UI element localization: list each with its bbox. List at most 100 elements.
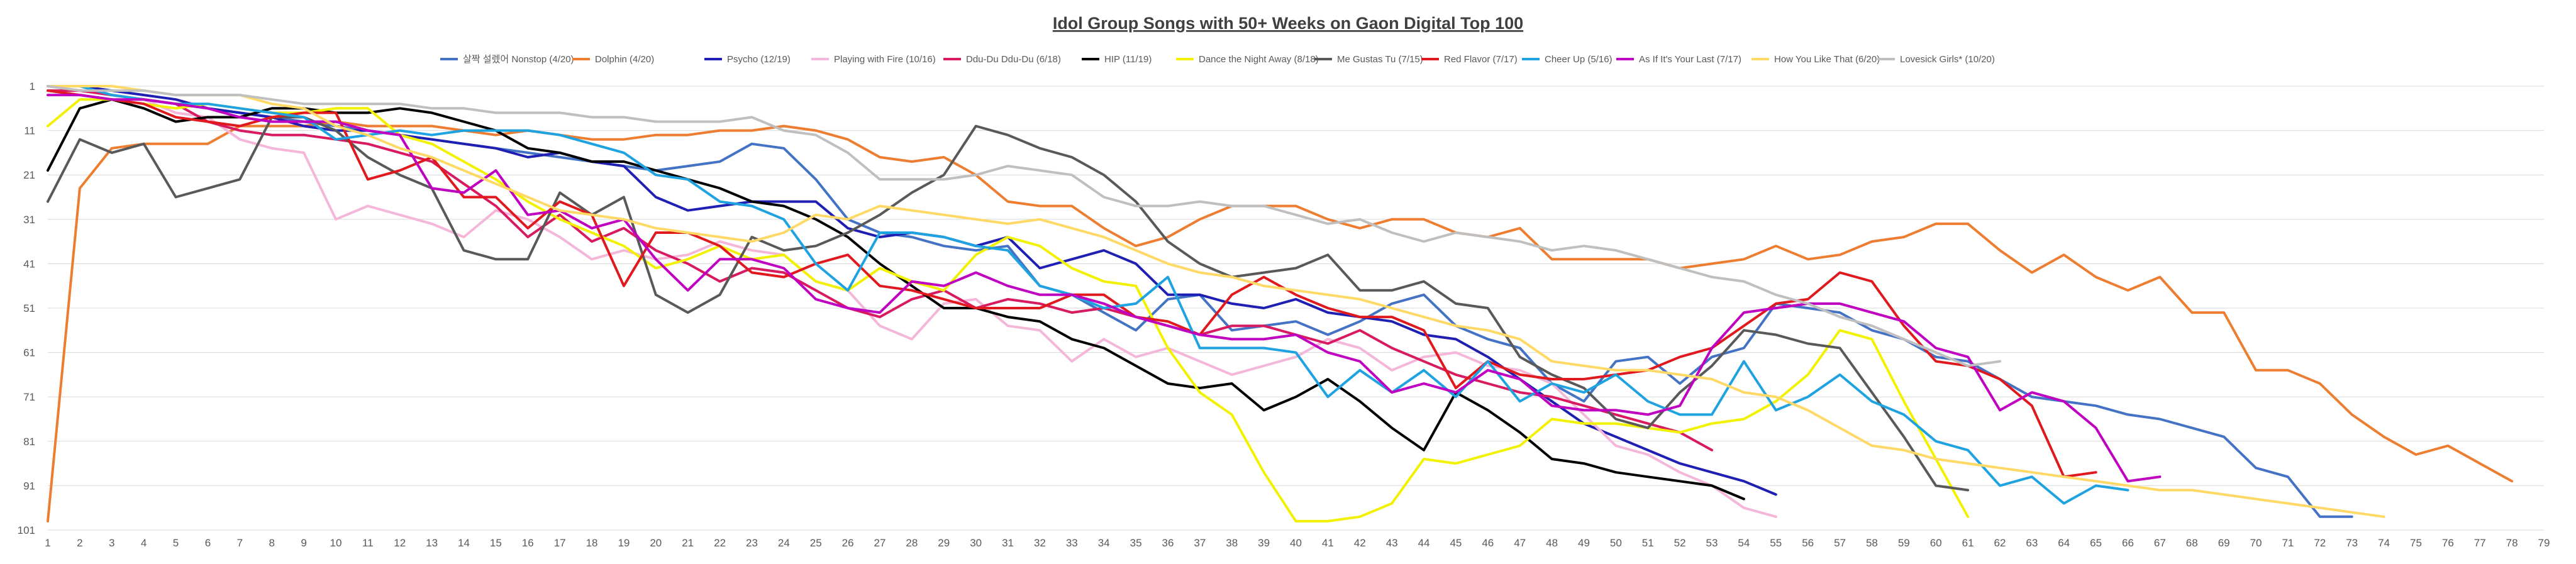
series-line-9 [47,85,2129,505]
x-tick-label: 23 [746,537,758,549]
x-tick-label: 39 [1258,537,1270,549]
legend-entry: Red Flavor (7/17) [1444,54,1518,65]
legend-entry: Lovesick Girls* (10/20) [1900,54,1995,65]
x-tick-label: 6 [205,537,211,549]
x-tick-label: 3 [109,537,114,549]
series-lines [47,85,2514,523]
x-tick-label: 18 [586,537,598,549]
x-tick-label: 78 [2506,537,2518,549]
x-tick-label: 41 [1322,537,1334,549]
x-tick-label: 52 [1674,537,1686,549]
x-tick-label: 65 [2090,537,2102,549]
x-tick-label: 5 [173,537,179,549]
x-tick-label: 37 [1194,537,1206,549]
legend-entry: Dance the Night Away (8/18) [1199,54,1319,65]
y-tick-label: 1 [30,80,35,92]
x-tick-label: 74 [2378,537,2390,549]
x-tick-label: 55 [1770,537,1782,549]
x-tick-label: 15 [490,537,502,549]
x-tick-label: 26 [842,537,854,549]
x-tick-label: 67 [2154,537,2166,549]
x-tick-label: 53 [1706,537,1718,549]
legend-entry: Ddu-Du Ddu-Du (6/18) [966,54,1061,65]
x-tick-label: 54 [1738,537,1750,549]
x-tick-label: 19 [618,537,630,549]
x-tick-label: 21 [682,537,694,549]
x-tick-label: 72 [2314,537,2326,549]
x-tick-label: 28 [906,537,918,549]
y-tick-label: 31 [23,214,35,226]
x-tick-label: 20 [650,537,662,549]
x-tick-label: 63 [2026,537,2038,549]
x-tick-label: 51 [1642,537,1654,549]
y-tick-label: 101 [18,524,35,536]
legend-entry: HIP (11/19) [1104,54,1152,65]
series-line-12 [47,85,2001,367]
legend-entry: Dolphin (4/20) [595,54,654,65]
x-tick-label: 68 [2186,537,2198,549]
series-line-7 [47,116,1970,492]
legend-entry: Psycho (12/19) [727,54,791,65]
series-line-11 [47,85,2385,518]
x-tick-label: 58 [1866,537,1878,549]
x-tick-label: 47 [1514,537,1526,549]
x-tick-label: 34 [1098,537,1110,549]
x-tick-label: 45 [1450,537,1462,549]
legend: 살짝 설렜어 Nonstop (4/20) Dolphin (4/20) Psych… [440,54,1995,65]
series-line-1 [47,120,2514,523]
x-tick-label: 27 [874,537,886,549]
x-tick-label: 42 [1354,537,1366,549]
x-tick-label: 10 [330,537,342,549]
x-tick-label: 13 [426,537,438,549]
y-tick-label: 51 [23,302,35,314]
x-tick-label: 8 [269,537,274,549]
x-tick-label: 76 [2442,537,2454,549]
x-tick-label: 9 [301,537,306,549]
x-tick-label: 46 [1482,537,1494,549]
series-line-3 [47,85,1777,518]
x-tick-label: 33 [1066,537,1078,549]
x-tick-label: 69 [2218,537,2230,549]
y-tick-label: 71 [23,391,35,403]
y-tick-label: 21 [23,169,35,181]
x-tick-label: 1 [45,537,50,549]
x-tick-label: 77 [2474,537,2486,549]
x-tick-label: 43 [1386,537,1398,549]
legend-entry: As If It's Your Last (7/17) [1639,54,1741,65]
x-tick-label: 4 [141,537,147,549]
x-tick-label: 36 [1162,537,1174,549]
x-tick-label: 32 [1034,537,1046,549]
x-tick-label: 38 [1226,537,1238,549]
x-tick-label: 75 [2410,537,2422,549]
legend-entry: Me Gustas Tu (7/15) [1337,54,1423,65]
x-tick-label: 12 [394,537,406,549]
x-tick-label: 56 [1802,537,1814,549]
x-tick-label: 50 [1610,537,1622,549]
gridlines [48,86,2544,531]
x-axis-ticks: 1 2 3 4 5 6 7 8 9 10 11 12 13 14 15 16 17 18 19 20 21 22 23 24 2… [45,537,2550,549]
x-tick-label: 44 [1418,537,1430,549]
x-tick-label: 79 [2538,537,2550,549]
chart-title: Idol Group Songs with 50+ Weeks on Gaon … [1053,14,1523,33]
x-tick-label: 31 [1002,537,1014,549]
legend-entry: 살짝 설렜어 Nonstop (4/20) [463,54,574,65]
x-tick-label: 16 [522,537,534,549]
y-tick-label: 91 [23,480,35,492]
x-tick-label: 70 [2250,537,2262,549]
y-tick-label: 41 [23,258,35,270]
x-tick-label: 64 [2058,537,2070,549]
x-tick-label: 7 [237,537,243,549]
x-tick-label: 57 [1834,537,1846,549]
x-tick-label: 2 [77,537,82,549]
x-tick-label: 24 [778,537,790,549]
x-tick-label: 66 [2122,537,2134,549]
x-tick-label: 60 [1930,537,1942,549]
x-tick-label: 14 [458,537,470,549]
series-line-8 [47,89,2097,478]
y-tick-label: 81 [23,436,35,448]
x-tick-label: 73 [2346,537,2358,549]
x-tick-label: 40 [1290,537,1302,549]
legend-entry: Cheer Up (5/16) [1545,54,1613,65]
x-tick-label: 30 [970,537,982,549]
